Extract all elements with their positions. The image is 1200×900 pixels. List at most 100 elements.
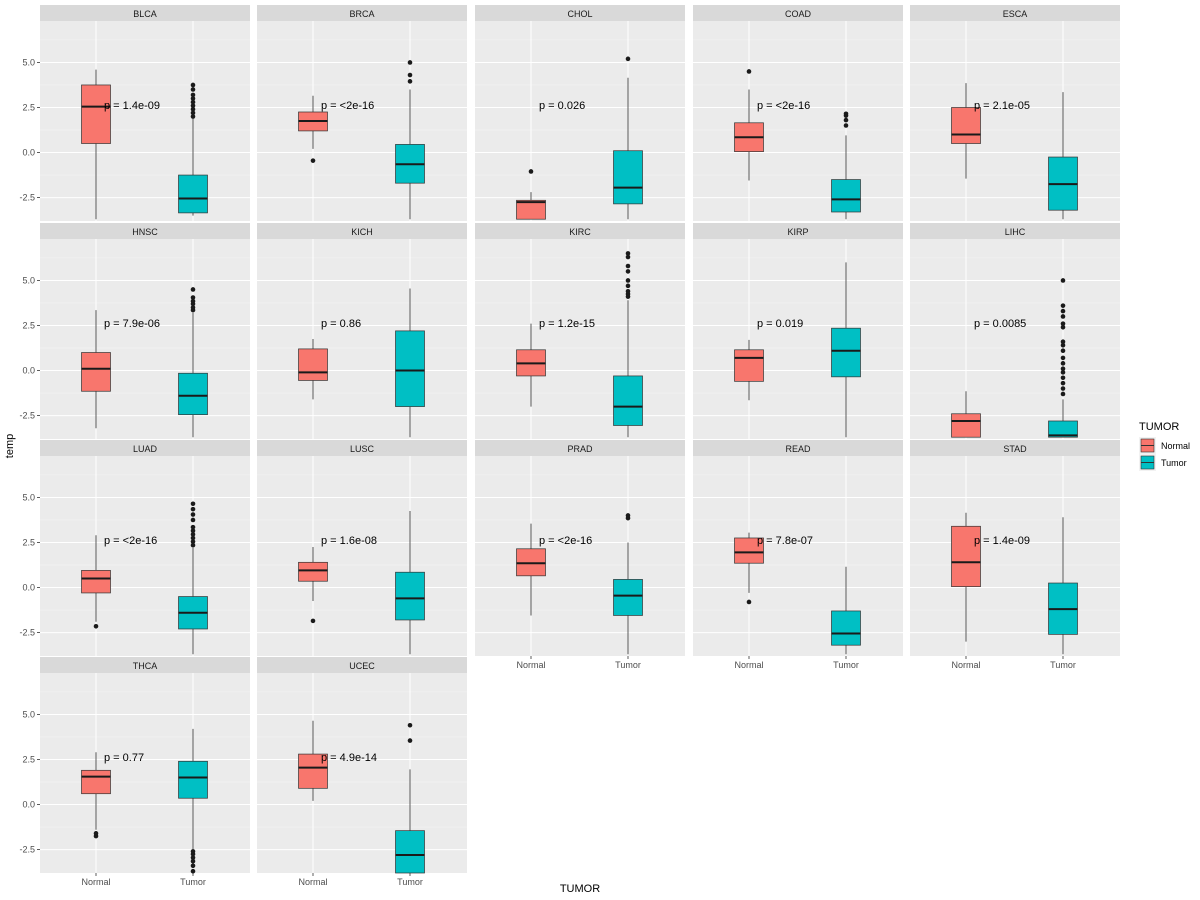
outlier-point-normal [746,69,752,74]
y-tick-label: 0.0 [22,366,35,376]
outlier-point-tumor [190,114,196,119]
facet-strip-label-luad: LUAD [133,444,158,454]
outlier-point-tumor [843,111,849,117]
facet-strip-label-read: READ [785,444,811,454]
box-tumor [395,330,425,407]
facet-panel-ucec: UCEC p = 4.9e-14 Normal Tumor [257,657,467,887]
outlier-point-normal [746,599,752,605]
panel-background-lusc [257,456,467,656]
panel-background-prad [475,456,685,656]
facet-strip-label-kich: KICH [351,227,373,237]
x-tick-label-tumor: Tumor [615,660,641,670]
box-normal [298,348,328,381]
panel-background-chol [475,21,685,221]
outlier-point-tumor [1060,348,1066,354]
legend-label-tumor: Tumor [1161,458,1187,468]
outlier-point-tumor [407,738,413,743]
y-tick-label: 2.5 [22,320,35,330]
box-tumor [831,179,861,213]
box-normal [298,561,328,582]
x-tick-label-normal: Normal [516,660,545,670]
panel-background-esca [910,21,1120,221]
p-value-label-brca: p = <2e-16 [321,100,374,112]
panel-background-lihc [910,239,1120,439]
panel-background-kirc [475,239,685,439]
outlier-point-tumor [190,532,196,537]
panel-background-kirp [693,239,903,439]
outlier-point-tumor [190,305,196,310]
facet-strip-label-kirp: KIRP [787,227,808,237]
box-tumor [613,579,643,616]
outlier-point-tumor [190,528,196,534]
p-value-label-blca: p = 1.4e-09 [104,100,160,112]
y-axis-title: temp [4,434,16,458]
y-tick-label: 0.0 [22,148,35,158]
box-tumor [395,830,425,874]
outlier-point-tumor [625,56,631,62]
facet-strip-label-coad: COAD [785,9,812,19]
x-tick-label-tumor: Tumor [833,660,859,670]
p-value-label-coad: p = <2e-16 [757,100,810,112]
box-normal [81,84,111,144]
outlier-point-tumor [190,851,196,857]
facet-panel-chol: CHOL p = 0.026 [475,5,685,221]
p-value-label-lihc: p = 0.0085 [974,318,1026,330]
box-tumor [831,327,861,378]
facet-strip-luad [40,440,250,456]
outlier-point-tumor [190,535,196,541]
outlier-point-tumor [625,263,631,269]
facet-panel-stad: STAD p = 1.4e-09 Normal Tumor [910,440,1120,670]
outlier-point-tumor [1060,386,1066,391]
facet-strip-label-esca: ESCA [1003,9,1028,19]
outlier-point-tumor [1060,308,1066,314]
facet-strip-label-ucec: UCEC [349,661,375,671]
outlier-point-tumor [1060,324,1066,330]
y-tick-label: 2.5 [22,537,35,547]
box-tumor [613,375,643,426]
facet-strip-chol [475,5,685,21]
p-value-label-kirp: p = 0.019 [757,318,803,330]
p-value-label-ucec: p = 4.9e-14 [321,752,377,764]
outlier-point-normal [93,623,99,629]
legend-key-tumor [1139,454,1156,471]
box-tumor [395,571,425,621]
box-tumor [613,150,643,205]
outlier-point-tumor [1060,321,1066,326]
p-value-label-kirc: p = 1.2e-15 [539,318,595,330]
facet-panel-luad: LUAD 5.0 2.5 0.0 -2.5 p = <2e-16 [19,440,250,656]
box-normal [81,769,111,795]
p-value-label-esca: p = 2.1e-05 [974,100,1030,112]
box-tumor [178,174,208,214]
box-normal [734,537,764,564]
outlier-point-tumor [843,123,849,128]
x-tick-label-normal: Normal [734,660,763,670]
facet-strip-label-kirc: KIRC [569,227,591,237]
outlier-point-normal [310,618,316,624]
outlier-point-tumor [190,287,196,292]
outlier-point-tumor [190,542,196,548]
facet-strip-label-blca: BLCA [133,9,157,19]
facet-panel-lihc: LIHC p = 0.0085 [910,223,1120,439]
facet-panel-kirc: KIRC p = 1.2e-15 [475,223,685,439]
box-normal [298,753,328,789]
facet-strip-kirp [693,223,903,239]
outlier-point-tumor [190,295,196,300]
facet-strip-brca [257,5,467,21]
outlier-point-tumor [190,517,196,523]
facet-strip-prad [475,440,685,456]
facet-strip-kich [257,223,467,239]
box-normal [951,413,981,438]
facet-panel-coad: COAD p = <2e-16 [693,5,903,221]
facet-strip-thca [40,657,250,673]
outlier-point-normal [310,158,316,163]
x-tick-label-normal: Normal [298,877,327,887]
p-value-label-hnsc: p = 7.9e-06 [104,318,160,330]
panel-background-brca [257,21,467,221]
x-tick-label-normal: Normal [81,877,110,887]
facet-strip-esca [910,5,1120,21]
panel-background-thca [40,673,250,873]
y-tick-label: 5.0 [22,709,35,719]
facet-panel-brca: BRCA p = <2e-16 [257,5,467,221]
panel-background-read [693,456,903,656]
